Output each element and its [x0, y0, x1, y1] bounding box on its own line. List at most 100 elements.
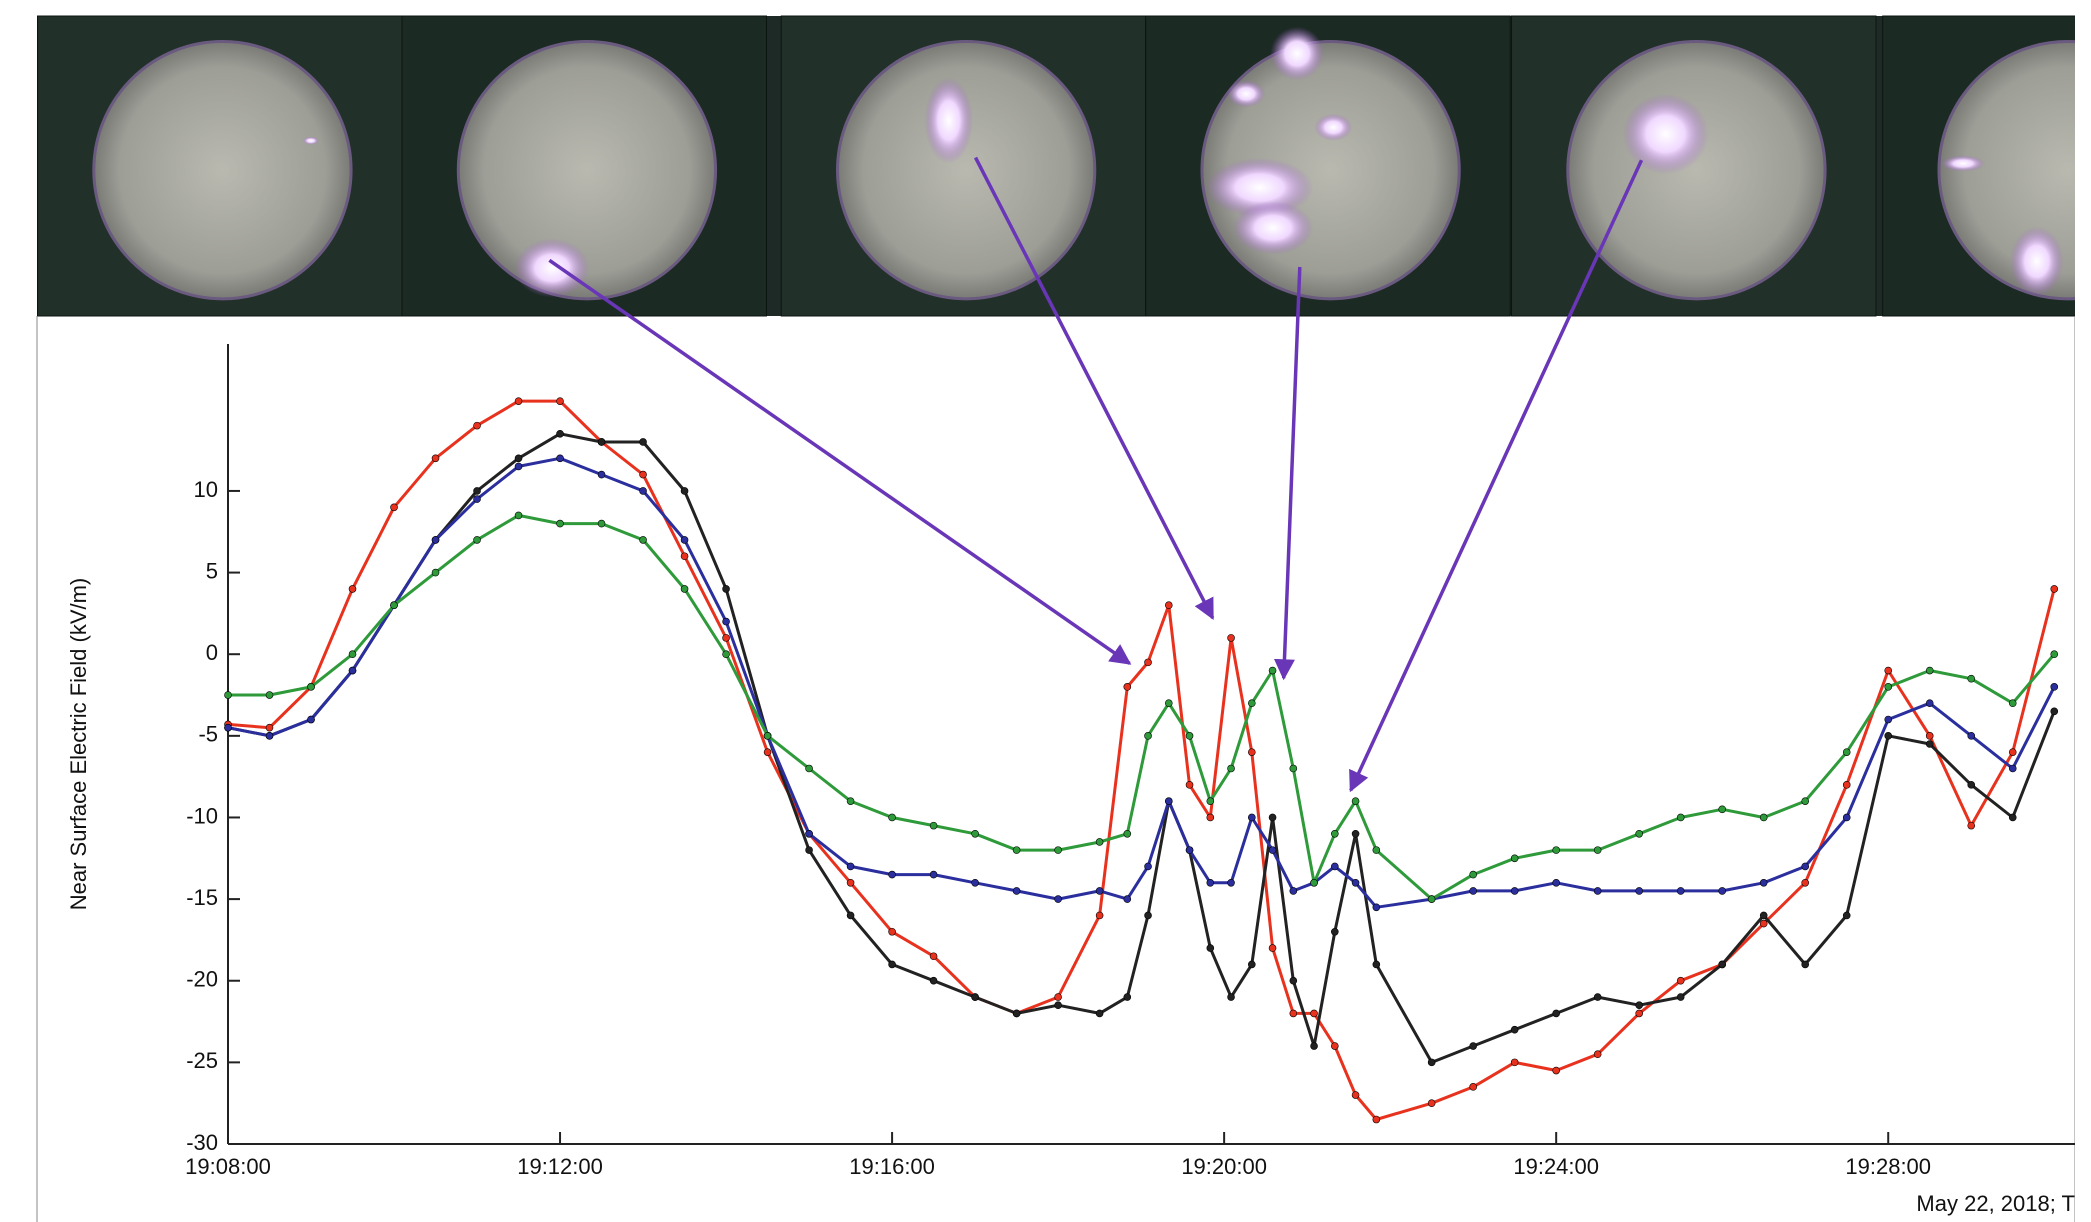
data-point [1227, 764, 1235, 773]
data-point [1012, 1009, 1021, 1018]
data-point [2050, 683, 2059, 691]
data-point [514, 511, 523, 520]
data-point [722, 650, 730, 659]
data-point [1331, 1042, 1339, 1050]
data-point [1801, 878, 1810, 887]
data-point [1593, 993, 1602, 1001]
data-point [1676, 887, 1685, 895]
data-point [1372, 960, 1381, 969]
data-point [1925, 666, 1934, 675]
data-point [929, 821, 938, 830]
lightning-glow [1206, 158, 1314, 218]
data-point [1144, 862, 1152, 871]
strip-clip [2075, 0, 2091, 1222]
data-point [722, 634, 730, 642]
data-point [888, 960, 896, 969]
data-point [431, 568, 440, 577]
y-tick-label: 10 [194, 477, 218, 502]
x-tick-label: 19:20:00 [1181, 1154, 1267, 1179]
data-point [1144, 658, 1152, 667]
data-point [1227, 993, 1235, 1001]
data-point [1635, 1001, 1643, 1010]
data-point [1593, 1050, 1602, 1059]
y-tick-label: -25 [186, 1048, 218, 1073]
data-point [2050, 707, 2059, 716]
y-tick-label: -10 [186, 803, 218, 828]
x-tick-label: 19:12:00 [517, 1154, 603, 1179]
data-point [1967, 732, 1976, 740]
data-point [224, 691, 232, 699]
data-point [1967, 821, 1976, 830]
data-point [1510, 1025, 1519, 1034]
x-tick-label: 19:08:00 [185, 1154, 271, 1179]
data-point [680, 552, 689, 561]
y-tick-label: -15 [186, 885, 218, 910]
data-point [2050, 585, 2059, 593]
data-point [556, 519, 564, 528]
data-point [1552, 878, 1560, 887]
pointer-arrow [973, 156, 1215, 620]
series-line [228, 513, 2056, 901]
data-point [1351, 878, 1360, 887]
data-point [307, 715, 315, 724]
data-point [1268, 944, 1277, 952]
data-point [1372, 903, 1381, 912]
data-point [1967, 781, 1976, 789]
data-point [1289, 887, 1298, 895]
pointer-arrow [1349, 159, 1644, 793]
data-point [473, 495, 481, 503]
data-point [1331, 829, 1339, 838]
data-point [265, 723, 274, 732]
data-point [1054, 846, 1062, 854]
data-point [390, 601, 398, 610]
data-point [1248, 813, 1256, 822]
x-tick-label: 19:16:00 [849, 1154, 935, 1179]
data-point [1718, 805, 1727, 814]
data-point [1095, 911, 1104, 920]
data-point [1510, 854, 1519, 863]
y-tick-label: 0 [206, 640, 218, 665]
data-point [2008, 699, 2017, 707]
data-point [431, 536, 440, 544]
data-point [1593, 846, 1602, 854]
data-point [680, 585, 689, 593]
data-point [639, 438, 647, 446]
data-point [1676, 976, 1685, 985]
data-point [1164, 601, 1173, 610]
y-axis-label: Near Surface Electric Field (kV/m) [66, 578, 91, 911]
camera-frame [37, 15, 403, 317]
data-point [680, 536, 689, 544]
data-point [390, 503, 398, 512]
data-point [1967, 674, 1976, 683]
data-point [888, 813, 896, 822]
data-point [1718, 960, 1727, 969]
data-point [846, 911, 855, 920]
data-point [1635, 887, 1643, 895]
data-point [1123, 993, 1132, 1001]
data-point [1227, 634, 1235, 642]
data-point [2008, 748, 2017, 756]
data-point [1469, 887, 1477, 895]
data-point [1801, 862, 1810, 871]
data-point [514, 462, 523, 471]
lightning-glow [1941, 155, 1985, 172]
data-point [1552, 1066, 1560, 1075]
data-point [763, 732, 772, 740]
data-point [1759, 911, 1768, 920]
data-point [1289, 976, 1298, 985]
data-point [639, 487, 647, 495]
data-point [1054, 1001, 1062, 1010]
data-point [1206, 797, 1215, 805]
series-line [227, 432, 2056, 1064]
data-point [1842, 781, 1851, 789]
data-point [722, 617, 730, 626]
data-point [1510, 887, 1519, 895]
data-point [1268, 813, 1277, 822]
sky-dome [1566, 40, 1827, 301]
data-point [888, 927, 896, 936]
data-point [1593, 887, 1602, 895]
data-point [1372, 846, 1381, 854]
data-point [1206, 944, 1215, 952]
data-point [556, 454, 564, 463]
